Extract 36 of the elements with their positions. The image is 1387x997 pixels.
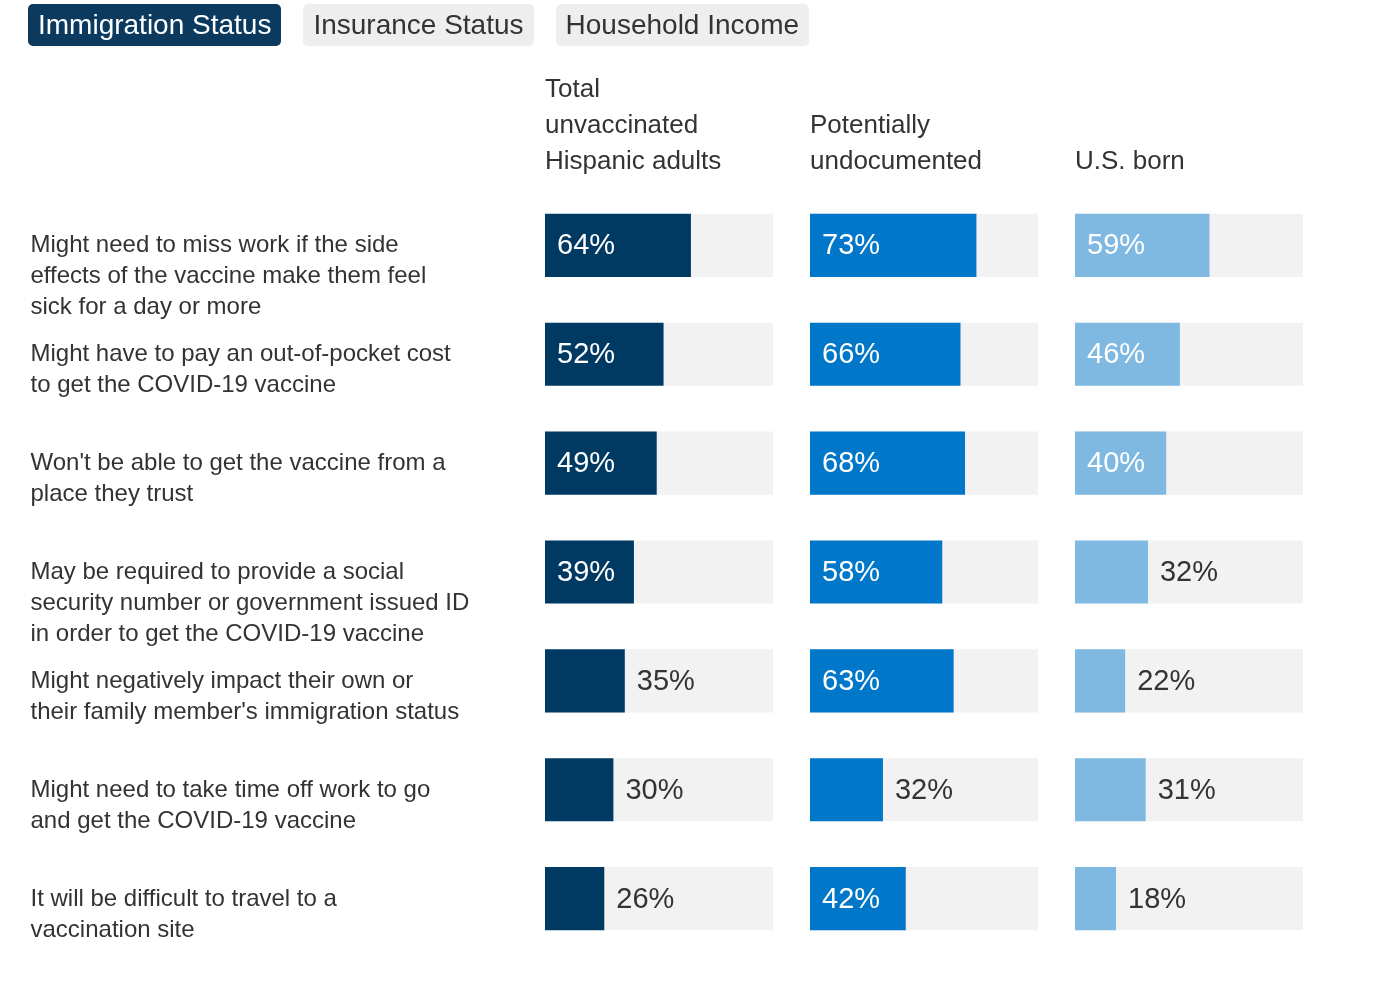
y-tick-label: Might have to pay an out-of-pocket cost to get the COVID-19 vaccine: [30, 339, 452, 398]
chart-title: Potentially undocumented: [810, 109, 983, 175]
data-label: 26%: [616, 881, 675, 914]
data-label: 49%: [557, 446, 616, 479]
chart-title: Total unvaccinated Hispanic adults: [545, 73, 722, 175]
data-label: 32%: [894, 772, 954, 805]
data-label: 32%: [1159, 555, 1219, 587]
bar: [1075, 867, 1117, 931]
data-label: 35%: [636, 663, 695, 696]
chart-title: U.S. born: [1075, 145, 1185, 175]
data-label: 52%: [557, 337, 616, 370]
data-label: 18%: [1128, 881, 1187, 914]
data-label: 22%: [1137, 663, 1196, 696]
data-label: 59%: [1087, 228, 1146, 261]
data-label: 68%: [822, 446, 881, 479]
data-label: 42%: [822, 881, 881, 914]
data-label: 31%: [1157, 772, 1216, 805]
y-tick-label: Won't be able to get the vaccine from a place they trust: [30, 448, 447, 507]
data-label: 30%: [625, 772, 684, 805]
data-label: 73%: [822, 228, 881, 261]
data-label: 40%: [1087, 446, 1146, 479]
bar: [1075, 649, 1126, 713]
data-label: 63%: [822, 663, 881, 696]
y-tick-label: May be required to provide a social security number or government issued ID in order to get the COVID-19 vaccine: [30, 557, 470, 646]
text: Household Income: [555, 4, 810, 46]
data-label: 39%: [557, 555, 616, 587]
data-label: 66%: [822, 337, 881, 370]
text: Immigration Status: [28, 4, 282, 46]
data-label: 64%: [557, 228, 616, 261]
y-tick-label: It will be difficult to travel to a vaccination site: [30, 883, 338, 942]
y-tick-label: Might need to take time off work to go and get the COVID-19 vaccine: [30, 774, 431, 833]
y-tick-label: Might negatively impact their own or their family member's immigration status: [30, 665, 460, 724]
data-label: 46%: [1087, 337, 1146, 370]
text: Insurance Status: [303, 4, 534, 46]
data-label: 58%: [822, 555, 881, 587]
y-tick-label: Might need to miss work if the side effects of the vaccine make them feel sick for a day or more: [30, 230, 427, 320]
